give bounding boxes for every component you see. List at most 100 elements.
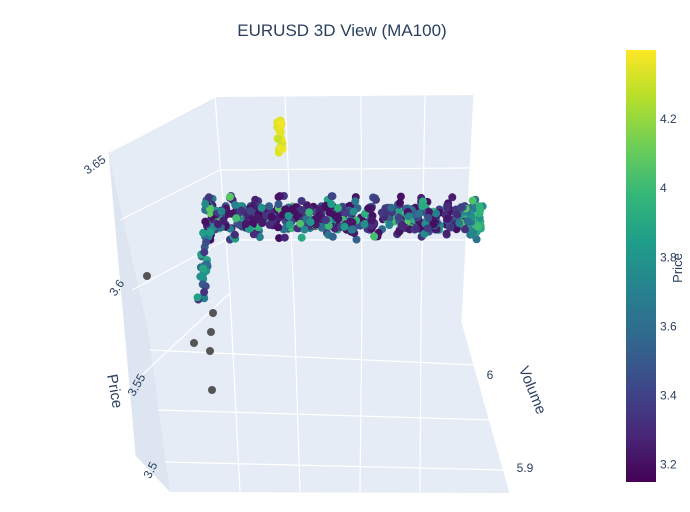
data-point: [411, 224, 420, 233]
data-point: [394, 207, 403, 216]
data-point: [303, 201, 311, 210]
data-point: [200, 248, 209, 257]
colorbar-bar: [626, 50, 656, 482]
colorbar-tick-label: 3.6: [660, 319, 677, 333]
data-point: [446, 223, 455, 232]
data-point: [237, 206, 246, 215]
data-point: [334, 214, 343, 223]
data-point: [275, 192, 284, 201]
data-point: [217, 207, 226, 216]
data-point: [443, 204, 452, 213]
data-point: [396, 192, 405, 201]
data-point: [204, 193, 213, 202]
data-point: [457, 203, 466, 212]
data-point: [280, 233, 289, 242]
data-point: [284, 212, 293, 220]
data-point: [360, 220, 369, 229]
data-point: [448, 193, 457, 202]
data-point: [475, 202, 484, 211]
grid-line: [119, 169, 221, 221]
data-point: [424, 208, 433, 216]
data-point: [200, 288, 209, 297]
grid-line: [360, 95, 363, 309]
data-point: [206, 228, 215, 237]
data-point: [463, 217, 472, 226]
data-point: [455, 219, 464, 228]
price-axis-title: Price: [103, 373, 126, 410]
grid-line: [149, 349, 476, 366]
data-point: [193, 293, 202, 302]
data-point: [327, 192, 336, 201]
data-point: [396, 198, 404, 207]
data-point: [249, 219, 257, 228]
data-point: [397, 222, 406, 231]
data-point: [257, 203, 266, 212]
data-point: [196, 272, 205, 281]
data-point: [305, 208, 314, 217]
data-point: [348, 218, 357, 227]
colorbar-title: Price: [670, 253, 685, 283]
data-point: [423, 224, 432, 233]
data-point: [285, 220, 294, 229]
grid-line: [109, 96, 216, 153]
grid-line: [141, 292, 231, 376]
volume-tick-label: 6: [487, 368, 494, 382]
scene[interactable]: [107, 94, 511, 494]
data-point: [297, 197, 306, 205]
data-point: [275, 126, 284, 135]
price-tick-label: 3.5: [140, 459, 160, 481]
data-point: [351, 197, 360, 206]
data-point: [143, 272, 151, 280]
data-point: [249, 230, 258, 239]
data-point: [371, 194, 380, 203]
data-point: [219, 216, 228, 225]
data-point: [415, 209, 423, 218]
data-point: [199, 228, 208, 237]
volume-axis-title: Volume: [515, 364, 550, 417]
data-point: [201, 200, 210, 208]
data-point: [258, 219, 267, 227]
data-points: [143, 116, 487, 394]
data-point: [347, 225, 356, 234]
data-point: [201, 217, 210, 226]
data-point: [246, 207, 255, 215]
data-point: [297, 206, 306, 215]
data-point: [255, 233, 264, 242]
grid-line: [419, 314, 422, 493]
data-point: [276, 144, 285, 153]
data-point: [473, 222, 482, 231]
data-point: [230, 230, 239, 239]
data-point: [317, 223, 326, 232]
data-point: [443, 214, 452, 223]
data-point: [297, 233, 306, 242]
data-point: [207, 328, 215, 336]
data-point: [274, 135, 283, 143]
data-point: [387, 203, 396, 212]
data-point: [385, 221, 394, 229]
colorbar-tick-label: 4.2: [660, 112, 677, 126]
data-point: [424, 214, 433, 222]
data-point: [251, 195, 260, 204]
price-tick-label: 3.65: [81, 152, 108, 177]
data-point: [453, 210, 462, 219]
data-point: [461, 225, 469, 234]
data-point: [349, 207, 358, 216]
data-point: [306, 218, 315, 226]
colorbar: 3.2 3.4 3.6 3.8 4 4.2 Price: [626, 50, 685, 482]
data-point: [418, 202, 427, 211]
data-point: [265, 202, 274, 211]
data-point: [341, 209, 350, 218]
grid-line: [284, 96, 295, 301]
data-point: [253, 214, 262, 222]
data-point: [322, 216, 330, 224]
grid-line: [229, 292, 241, 493]
axis-edge: [461, 321, 511, 494]
data-point: [199, 264, 208, 273]
left-wall: [108, 152, 170, 492]
data-point: [475, 209, 484, 218]
data-point: [370, 232, 379, 241]
volume-tick-label: 5.9: [517, 461, 534, 475]
data-point: [468, 230, 477, 239]
data-point: [442, 229, 451, 238]
colorbar-ticks: 3.2 3.4 3.6 3.8 4 4.2: [660, 112, 677, 472]
